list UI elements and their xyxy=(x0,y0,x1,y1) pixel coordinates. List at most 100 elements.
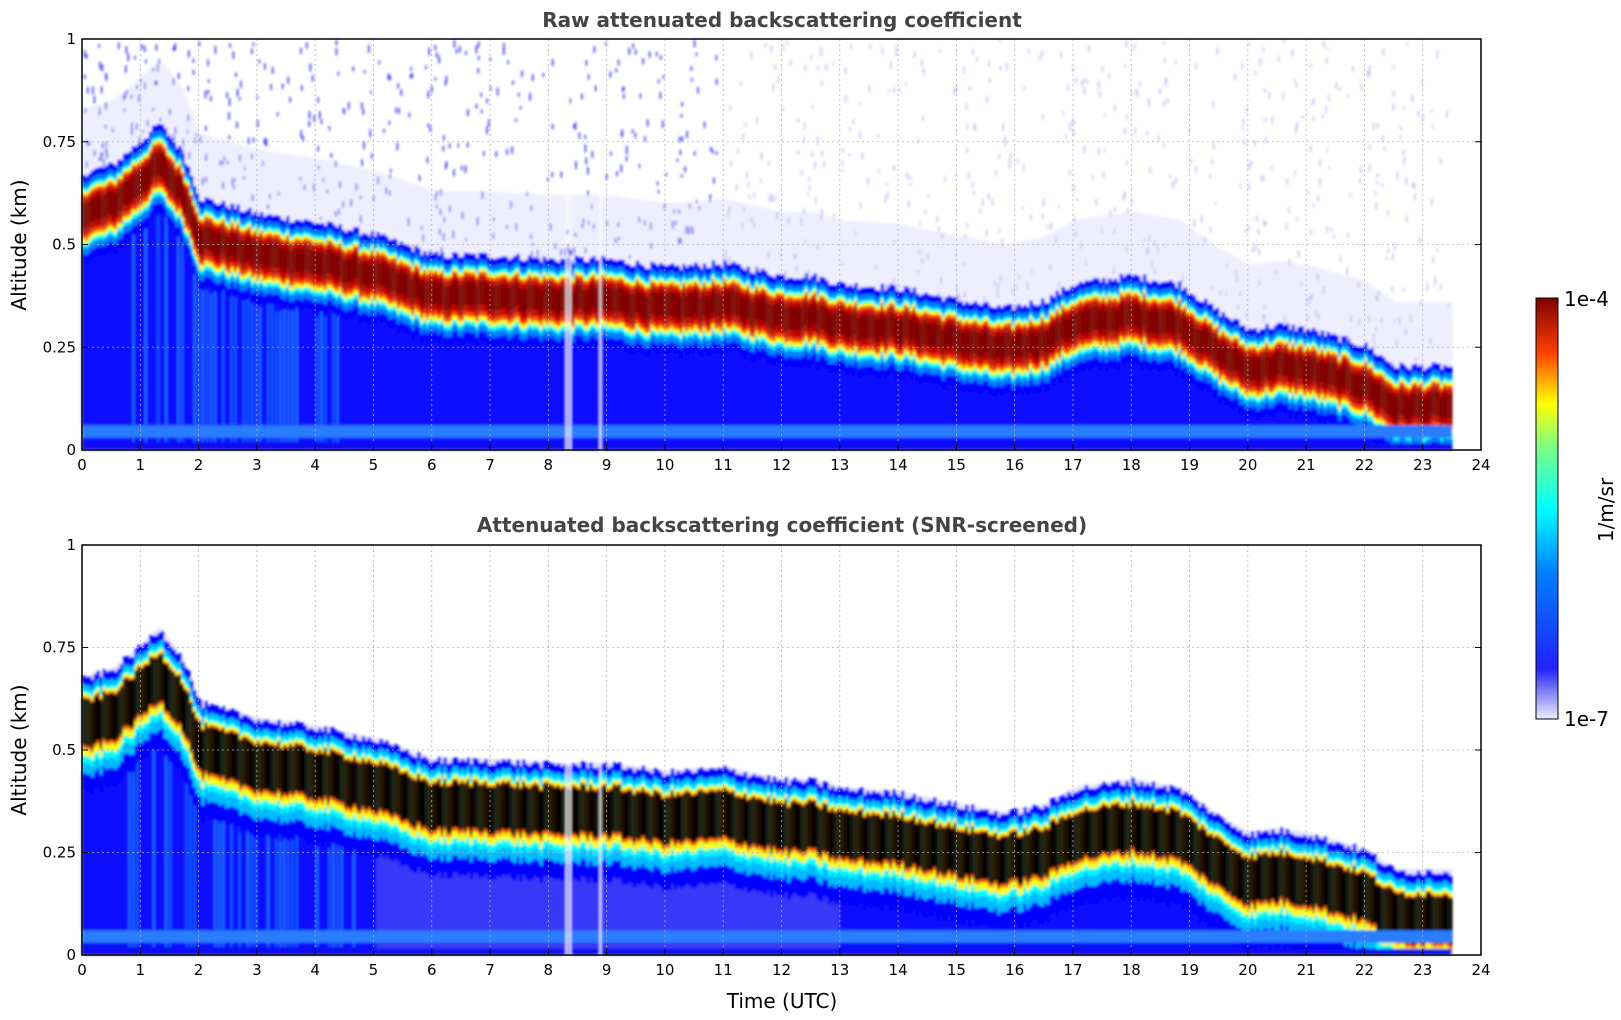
noise-speckle xyxy=(610,151,612,156)
haze-cell xyxy=(1058,228,1062,298)
boundary-layer-cell xyxy=(787,355,791,450)
noise-speckle xyxy=(511,146,513,154)
boundary-layer-cell xyxy=(277,296,281,450)
haze-cell xyxy=(379,172,383,243)
noise-speckle xyxy=(1274,269,1277,275)
haze-cell xyxy=(189,110,194,181)
haze-cell xyxy=(166,70,171,141)
noise-speckle xyxy=(884,196,887,204)
cloud-layer-cell xyxy=(492,286,497,311)
noise-speckle xyxy=(1395,339,1398,348)
boundary-layer-cell xyxy=(1367,427,1371,450)
noise-speckle xyxy=(986,95,988,104)
noise-speckle xyxy=(675,221,677,225)
haze-cell xyxy=(1224,251,1229,322)
boundary-layer-cell xyxy=(667,347,672,450)
boundary-layer-cell xyxy=(1003,388,1007,450)
noise-speckle xyxy=(927,253,929,261)
cloud-layer-cell xyxy=(629,294,634,319)
surface-band xyxy=(82,425,1452,438)
cloud-layer-cell xyxy=(1297,354,1301,379)
cloud-layer-cell xyxy=(195,221,200,246)
cloud-layer-cell xyxy=(1172,310,1176,335)
cloud-layer-cell xyxy=(137,171,141,196)
haze-cell xyxy=(912,227,917,297)
noise-speckle xyxy=(226,160,229,165)
haze-cell xyxy=(315,158,319,229)
cloud-layer-cell xyxy=(1335,363,1339,388)
cloud-layer-cell xyxy=(886,315,890,340)
noise-speckle xyxy=(1085,260,1087,267)
noise-speckle xyxy=(841,169,843,173)
cloud-layer-cell xyxy=(711,288,716,313)
haze-cell xyxy=(443,191,447,261)
signal-streak xyxy=(242,282,245,442)
cloud-layer-cell xyxy=(198,228,203,253)
boundary-layer-cell xyxy=(731,344,736,450)
haze-cell xyxy=(1166,217,1170,288)
boundary-layer-cell xyxy=(863,365,867,450)
noise-speckle xyxy=(138,94,140,102)
noise-speckle xyxy=(1134,127,1136,135)
noise-speckle xyxy=(804,272,806,278)
noise-speckle xyxy=(905,81,907,86)
cloud-layer-cell xyxy=(726,292,730,317)
cloud-layer-cell xyxy=(1265,352,1269,377)
cloud-layer-cell xyxy=(271,244,275,269)
noise-speckle xyxy=(938,226,940,233)
boundary-layer-cell xyxy=(953,379,957,450)
noise-speckle xyxy=(1421,80,1423,85)
boundary-layer-cell xyxy=(565,339,570,450)
cloud-layer-cell xyxy=(1046,330,1051,356)
boundary-layer-cell xyxy=(344,308,348,450)
haze-cell xyxy=(1291,262,1296,333)
haze-cell xyxy=(959,236,963,307)
haze-cell xyxy=(108,101,112,172)
cloud-layer-cell xyxy=(705,295,710,320)
noise-speckle xyxy=(710,146,712,152)
cloud-layer-cell xyxy=(586,289,590,314)
boundary-layer-cell xyxy=(868,365,873,450)
cloud-layer-cell xyxy=(565,285,570,310)
noise-speckle xyxy=(101,151,103,158)
noise-speckle xyxy=(662,120,664,128)
noise-speckle xyxy=(1069,169,1071,176)
haze-cell xyxy=(798,211,803,282)
cloud-layer-cell xyxy=(320,250,325,275)
cloud-layer-cell xyxy=(699,297,704,322)
cloud-layer-cell xyxy=(761,296,765,321)
boundary-layer-cell xyxy=(405,325,410,450)
noise-speckle xyxy=(1097,147,1100,155)
haze-cell xyxy=(866,221,870,292)
cloud-layer-cell xyxy=(831,312,835,337)
boundary-layer-cell xyxy=(696,344,701,450)
cloud-layer-cell xyxy=(594,288,599,313)
noise-speckle xyxy=(820,53,823,58)
cloud-layer-cell xyxy=(431,281,436,306)
haze-cell xyxy=(985,241,990,312)
noise-speckle xyxy=(410,74,412,79)
signal-streak xyxy=(132,233,135,442)
noise-speckle xyxy=(126,90,128,95)
haze-cell xyxy=(271,152,275,222)
cloud-layer-cell xyxy=(1160,310,1164,335)
haze-cell xyxy=(1425,302,1430,372)
boundary-layer-cell xyxy=(414,328,418,450)
boundary-layer-cell xyxy=(446,334,450,450)
haze-cell xyxy=(131,83,136,154)
boundary-layer-cell xyxy=(388,319,392,450)
noise-speckle xyxy=(452,230,455,239)
noise-speckle xyxy=(1163,143,1165,148)
cloud-layer-cell xyxy=(968,332,972,357)
noise-speckle xyxy=(820,215,822,222)
boundary-layer-cell xyxy=(417,329,421,450)
noise-speckle xyxy=(1219,290,1221,296)
noise-speckle xyxy=(1359,178,1361,184)
boundary-layer-cell xyxy=(935,375,940,450)
cloud-layer-cell xyxy=(501,284,506,309)
haze-cell xyxy=(641,200,646,270)
noise-speckle xyxy=(1405,214,1408,223)
cloud-layer-cell xyxy=(1314,358,1319,383)
noise-speckle xyxy=(584,247,587,254)
boundary-layer-cell xyxy=(184,239,188,450)
